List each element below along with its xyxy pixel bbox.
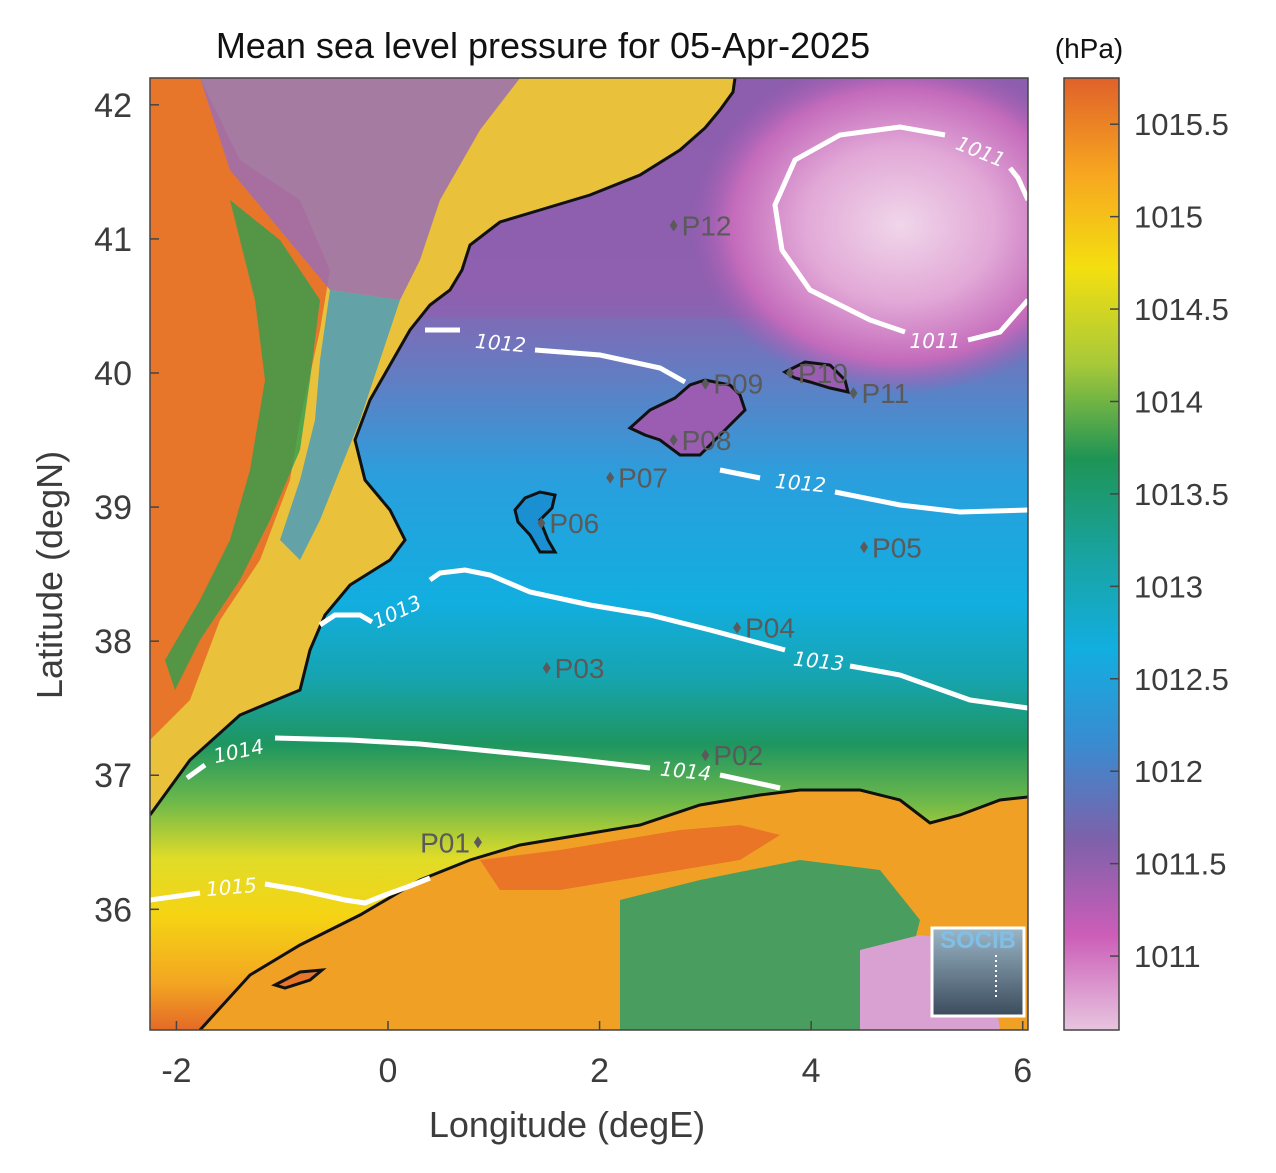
socib-logo: SOCIB: [930, 926, 1026, 1018]
socib-logo-text: SOCIB: [940, 927, 1016, 954]
station-p07: P07: [606, 463, 668, 494]
colorbar-tick-label: 1012.5: [1134, 662, 1229, 697]
station-label: P07: [618, 463, 668, 494]
station-marker-icon: [473, 836, 482, 849]
y-tick-label: 38: [94, 623, 132, 661]
y-tick-label: 36: [94, 891, 132, 929]
station-marker-icon: [849, 387, 858, 400]
colorbar-tick-label: 1013: [1134, 569, 1203, 604]
africa-coastline: [198, 788, 1028, 1030]
africa-red-patches: [480, 825, 780, 890]
station-label: P01: [420, 827, 470, 858]
station-p10: P10: [785, 358, 848, 389]
station-p04: P04: [733, 613, 795, 644]
station-marker-icon: [701, 377, 710, 390]
station-label: P05: [872, 532, 922, 563]
station-p08: P08: [669, 425, 732, 456]
isobar-1012-line: [425, 327, 1028, 515]
colorbar-tick-label: 1014: [1134, 384, 1203, 419]
y-tick-label: 39: [94, 489, 132, 527]
isobar-1011-ring: [772, 124, 1028, 343]
station-p02: P02: [701, 740, 763, 771]
x-tick-label: 0: [379, 1052, 398, 1090]
station-marker-icon: [701, 749, 710, 762]
isobar-1015-line: [150, 875, 431, 906]
station-label: P02: [713, 740, 763, 771]
station-marker-icon: [733, 621, 742, 634]
x-tick-label: 4: [802, 1052, 821, 1090]
colorbar: [1063, 77, 1120, 1031]
iberia-north-plateau: [200, 78, 520, 300]
colorbar-tick-label: 1011: [1134, 939, 1201, 974]
station-label: P03: [555, 653, 605, 684]
station-p12: P12: [669, 210, 732, 241]
y-tick-label: 41: [94, 221, 132, 259]
station-p11: P11: [849, 378, 909, 409]
colorbar-tick-label: 1015: [1134, 200, 1203, 235]
colorbar-ticks: 1015.5 1015 1014.5 1014 1013.5 1013 1012.5 1012…: [1110, 107, 1229, 974]
isobar-1014-line: [185, 735, 781, 791]
iberia-green-band: [165, 200, 320, 690]
menorca-island: [781, 360, 851, 394]
map-frame: [149, 77, 1029, 1031]
station-p09: P09: [701, 369, 763, 400]
isobar-contours: [150, 124, 1028, 906]
station-label: P11: [861, 378, 909, 409]
colorbar-tick-label: 1015.5: [1134, 107, 1229, 142]
x-tick-label: -2: [161, 1052, 191, 1090]
ibiza-island: [513, 490, 558, 554]
station-label: P09: [713, 369, 763, 400]
map-title: Mean sea level pressure for 05-Apr-2025: [216, 25, 870, 66]
isobar-label-1015: 1015: [205, 873, 258, 901]
x-tick-label: 2: [590, 1052, 609, 1090]
africa-green-zone: [620, 860, 920, 1030]
station-marker-icon: [669, 219, 678, 232]
isobar-label-1012-east: 1012: [774, 469, 827, 497]
station-marker-icon: [606, 471, 615, 484]
alboran-islet: [271, 968, 327, 990]
station-p05: P05: [860, 532, 922, 563]
iberia-coastline: [150, 78, 737, 816]
iberia-coastal-blue: [280, 290, 400, 560]
station-marker-icon: [860, 541, 869, 554]
station-label: P06: [549, 508, 599, 539]
y-tick-label: 40: [94, 355, 132, 393]
colorbar-tick-label: 1012: [1134, 754, 1203, 789]
x-axis-ticks: -2 0 2 4 6: [161, 1021, 1032, 1090]
station-marker-icon: [542, 661, 551, 674]
station-p01: P01: [420, 827, 482, 858]
map-plot-area: 1015 1014 1014 1013 1013 1012 1012 1011 …: [150, 78, 1028, 1030]
colorbar-unit-label: (hPa): [1055, 33, 1123, 64]
colorbar-tick-label: 1011.5: [1134, 847, 1227, 882]
y-tick-label: 37: [94, 757, 132, 795]
colorbar-tick-label: 1013.5: [1134, 477, 1229, 512]
x-axis-label: Longitude (degE): [429, 1104, 705, 1145]
isobar-label-1012-west: 1012: [474, 329, 527, 357]
mallorca-island: [627, 378, 747, 457]
isobar-label-1013-east: 1013: [792, 646, 845, 675]
iberia-interior-high: [150, 78, 330, 740]
station-label: P12: [682, 210, 732, 241]
isobar-1013-line-west: [318, 567, 1028, 711]
low-pressure-center: [690, 78, 1028, 395]
station-marker-icon: [785, 366, 794, 379]
isobar-label-1014-east: 1014: [659, 756, 712, 785]
y-tick-label: 42: [94, 87, 132, 125]
station-p06: P06: [537, 508, 599, 539]
station-markers: P01 P02 P03 P04 P05 P06 P07 P08 P09 P10 P11 P12: [420, 210, 922, 858]
station-p03: P03: [542, 653, 605, 684]
y-axis-label: Latitude (degN): [29, 451, 70, 699]
station-label: P08: [682, 425, 732, 456]
station-marker-icon: [669, 434, 678, 447]
station-label: P04: [745, 613, 795, 644]
x-tick-label: 6: [1013, 1052, 1032, 1090]
station-label: P10: [798, 358, 848, 389]
colorbar-tick-label: 1014.5: [1134, 292, 1229, 327]
isobar-label-1011-south: 1011: [910, 329, 961, 353]
y-axis-ticks: 42 41 40 39 38 37 36: [94, 87, 159, 929]
station-marker-icon: [537, 517, 546, 530]
